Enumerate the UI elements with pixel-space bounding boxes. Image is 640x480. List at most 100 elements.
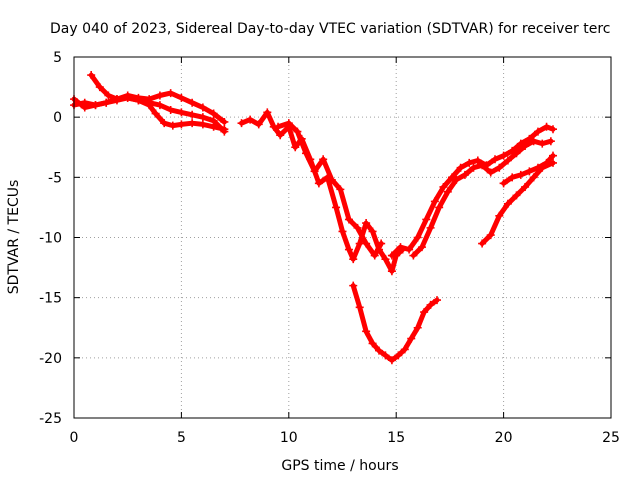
data-point: [246, 115, 255, 124]
data-point: [503, 199, 512, 208]
data-point: [276, 131, 285, 140]
data-point: [123, 93, 132, 102]
x-tick-label: 25: [602, 430, 620, 446]
data-point: [512, 149, 521, 158]
data-point: [263, 108, 272, 117]
data-point: [355, 303, 364, 312]
data-point: [319, 155, 328, 164]
data-point: [448, 173, 457, 182]
data-point: [426, 300, 435, 309]
data-point: [254, 120, 263, 129]
data-point: [80, 98, 89, 107]
data-point: [151, 109, 160, 118]
y-tick-label: 0: [53, 110, 62, 126]
data-point: [533, 127, 542, 136]
data-point: [387, 251, 396, 260]
data-point: [198, 103, 207, 112]
series-track-c: [87, 71, 229, 134]
data-point: [426, 223, 435, 232]
data-point: [508, 173, 517, 182]
data-point: [336, 185, 345, 194]
data-point: [368, 339, 377, 348]
data-point: [473, 156, 482, 165]
data-point: [209, 109, 218, 118]
data-point: [353, 223, 362, 232]
data-point: [95, 83, 104, 92]
data-point: [327, 175, 336, 184]
data-point: [145, 101, 154, 110]
x-tick-label: 0: [70, 430, 79, 446]
data-point: [460, 170, 469, 179]
data-point: [338, 227, 347, 236]
data-point: [422, 215, 431, 224]
data-point: [370, 251, 379, 260]
series-track-f: [387, 122, 558, 260]
data-point: [91, 101, 100, 110]
y-tick-label: -10: [39, 231, 62, 247]
x-tick-label: 10: [280, 430, 298, 446]
data-point: [456, 163, 465, 172]
data-point: [188, 98, 197, 107]
data-point: [452, 175, 461, 184]
data-point: [284, 119, 293, 128]
data-point: [155, 101, 164, 110]
data-point: [104, 91, 113, 100]
data-point: [362, 239, 371, 248]
y-tick-label: -15: [39, 291, 62, 307]
series-track-g: [409, 137, 555, 260]
data-point: [549, 125, 558, 134]
series-track-j: [499, 151, 558, 188]
data-point: [381, 351, 390, 360]
y-tick-label: 5: [53, 50, 62, 66]
data-point: [439, 182, 448, 191]
data-point: [491, 155, 500, 164]
data-point: [220, 117, 229, 126]
data-point: [420, 308, 429, 317]
data-point: [529, 173, 538, 182]
data-point: [87, 71, 96, 80]
data-point: [435, 203, 444, 212]
y-tick-label: -25: [39, 411, 62, 427]
data-point: [396, 243, 405, 252]
series-track-h: [349, 281, 442, 365]
data-point: [177, 108, 186, 117]
data-point: [417, 243, 426, 252]
data-point: [486, 168, 495, 177]
data-point: [362, 327, 371, 336]
data-point: [478, 161, 487, 170]
y-axis-label: SDTVAR / TECUs: [6, 180, 22, 295]
data-point: [102, 98, 111, 107]
data-point: [349, 281, 358, 290]
data-point: [166, 89, 175, 98]
data-point: [220, 125, 229, 134]
data-point: [293, 127, 302, 136]
data-point: [349, 255, 358, 264]
y-tick-label: -20: [39, 351, 62, 367]
data-point: [433, 296, 442, 305]
data-point: [549, 151, 558, 160]
x-tick-label: 20: [495, 430, 513, 446]
data-point: [344, 245, 353, 254]
data-point: [405, 245, 414, 254]
data-point: [542, 158, 551, 167]
data-point: [413, 233, 422, 242]
data-point: [521, 142, 530, 151]
data-point: [495, 163, 504, 172]
data-point: [516, 170, 525, 179]
data-point: [332, 203, 341, 212]
chart-title: Day 040 of 2023, Sidereal Day-to-day VTE…: [50, 21, 610, 37]
data-point: [375, 346, 384, 355]
data-point: [291, 143, 300, 152]
data-point: [542, 122, 551, 131]
data-point: [516, 139, 525, 148]
data-point: [533, 163, 542, 172]
data-point: [400, 345, 409, 354]
data-point: [495, 211, 504, 220]
data-point: [443, 187, 452, 196]
data-point: [486, 231, 495, 240]
data-point: [314, 179, 323, 188]
data-series: [70, 71, 558, 365]
data-point: [512, 191, 521, 200]
data-point: [430, 197, 439, 206]
